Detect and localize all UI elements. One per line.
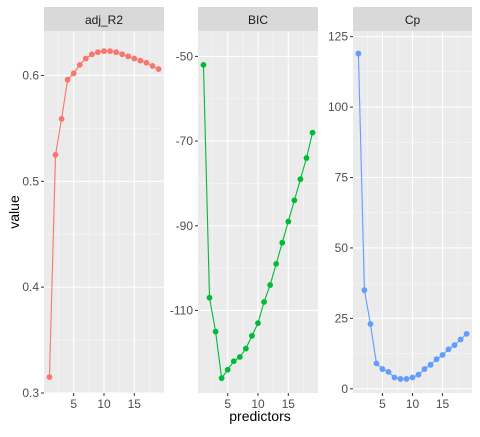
x-tick-label-bic: 10 [251,397,265,411]
data-point-adj-r2 [155,66,162,73]
data-point-cp [373,360,380,367]
strip-label-adj-r2: adj_R2 [85,13,123,27]
data-point-bic [218,375,225,382]
data-point-cp [361,287,368,294]
strip-bic [198,7,318,31]
data-point-adj-r2 [82,55,89,62]
data-point-cp [427,361,434,368]
data-point-cp [391,374,398,381]
data-point-cp [385,368,392,375]
data-point-cp [445,346,452,353]
data-point-bic [224,366,231,373]
y-tick-label-cp: 125 [328,30,348,44]
data-point-bic [291,197,298,204]
y-tick-label-adj-r2: 0.6 [22,68,39,82]
data-point-bic [212,328,219,335]
data-point-cp [379,366,386,372]
data-point-bic [309,129,316,136]
data-point-adj-r2 [125,53,132,60]
strip-cp [353,7,472,31]
x-tick-label-bic: 15 [282,397,296,411]
data-point-bic [236,354,243,360]
x-tick-label-adj-r2: 15 [128,397,142,411]
data-point-bic [303,155,310,161]
data-point-bic [279,239,286,246]
data-point-adj-r2 [149,63,156,69]
data-point-adj-r2 [58,115,65,122]
x-axis-title: predictors [229,408,290,424]
y-tick-label-bic: -70 [176,134,194,148]
strip-label-cp: Cp [405,13,421,27]
y-tick-label-cp: 0 [341,382,348,396]
data-point-adj-r2 [88,51,95,58]
data-point-cp [463,330,470,337]
data-point-adj-r2 [76,61,83,68]
data-point-adj-r2 [143,59,150,66]
data-point-cp [367,321,374,327]
data-point-adj-r2 [52,151,59,158]
y-tick-label-bic: -50 [176,49,194,63]
data-point-cp [433,356,440,363]
x-tick-label-adj-r2: 5 [70,397,77,411]
x-tick-label-cp: 15 [436,397,450,411]
data-point-adj-r2 [119,51,126,58]
y-tick-label-cp: 50 [335,241,349,255]
data-point-cp [409,374,416,381]
data-point-bic [285,218,292,225]
data-point-cp [403,376,410,382]
data-point-bic [206,294,213,301]
data-point-adj-r2 [131,55,138,62]
y-axis-title: value [6,195,22,229]
data-point-adj-r2 [137,57,144,64]
y-tick-label-adj-r2: 0.4 [22,280,39,294]
data-point-bic [273,260,280,267]
y-tick-label-cp: 25 [335,311,349,325]
data-point-bic [249,332,255,339]
data-point-bic [230,358,237,365]
y-tick-label-cp: 75 [335,170,349,184]
data-point-cp [439,352,446,358]
x-tick-label-adj-r2: 10 [97,397,111,411]
x-tick-label-bic: 5 [224,397,231,411]
x-tick-label-cp: 5 [379,397,386,411]
data-point-bic [261,299,267,305]
data-point-cp [397,376,404,382]
y-tick-label-adj-r2: 0.3 [22,386,39,400]
data-point-bic [242,345,249,352]
data-point-bic [200,61,207,68]
x-tick-label-cp: 10 [406,397,420,411]
data-point-adj-r2 [64,76,71,83]
data-point-adj-r2 [101,48,107,55]
y-tick-label-bic: -90 [176,219,194,233]
data-point-cp [355,50,362,57]
data-point-adj-r2 [95,49,101,56]
data-point-bic [297,176,304,183]
data-point-cp [451,342,458,349]
data-point-cp [421,366,428,372]
data-point-cp [457,336,464,343]
data-point-adj-r2 [107,48,113,55]
data-point-adj-r2 [113,49,120,56]
y-tick-label-bic: -110 [170,303,193,317]
strip-adj-r2 [44,7,164,31]
y-tick-label-adj-r2: 0.5 [22,174,39,188]
data-point-adj-r2 [46,374,53,381]
data-point-bic [267,282,274,288]
data-point-cp [415,371,422,378]
data-point-adj-r2 [70,70,77,77]
strip-label-bic: BIC [248,13,268,27]
y-tick-label-cp: 100 [328,100,348,114]
data-point-bic [255,320,261,327]
